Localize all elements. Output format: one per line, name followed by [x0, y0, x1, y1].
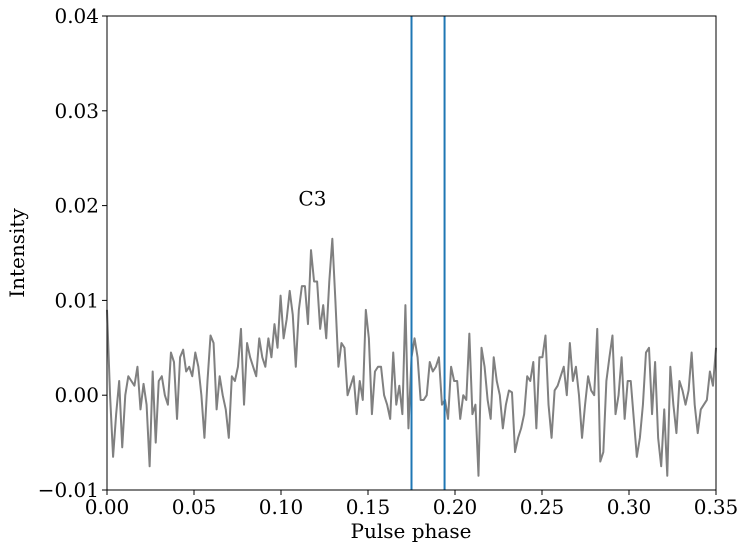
y-tick-label: −0.01 — [38, 478, 99, 502]
y-tick-label: 0.03 — [54, 99, 99, 123]
plot-frame — [106, 15, 717, 491]
x-tick-label: 0.10 — [259, 495, 304, 519]
annotation: C3 — [298, 187, 326, 211]
y-tick-label: 0.04 — [54, 4, 99, 28]
y-axis-label: Intensity — [5, 208, 29, 298]
x-tick-label: 0.15 — [346, 495, 391, 519]
x-tick-label: 0.25 — [520, 495, 565, 519]
y-tick-label: 0.01 — [54, 288, 99, 312]
x-tick-label: 0.35 — [694, 495, 739, 519]
x-tick-label: 0.30 — [607, 495, 652, 519]
x-tick-label: 0.05 — [172, 495, 217, 519]
x-tick-label: 0.00 — [85, 495, 130, 519]
y-tick-label: 0.00 — [54, 383, 99, 407]
x-tick-label: 0.20 — [433, 495, 478, 519]
y-tick-label: 0.02 — [54, 194, 99, 218]
x-axis-label: Pulse phase — [351, 519, 472, 543]
